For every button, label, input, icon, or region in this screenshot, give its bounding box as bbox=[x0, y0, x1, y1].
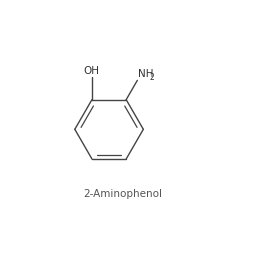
Text: NH: NH bbox=[138, 69, 154, 79]
Text: 2: 2 bbox=[150, 73, 155, 82]
Text: 2-Aminophenol: 2-Aminophenol bbox=[84, 189, 163, 199]
Text: OH: OH bbox=[83, 66, 99, 76]
